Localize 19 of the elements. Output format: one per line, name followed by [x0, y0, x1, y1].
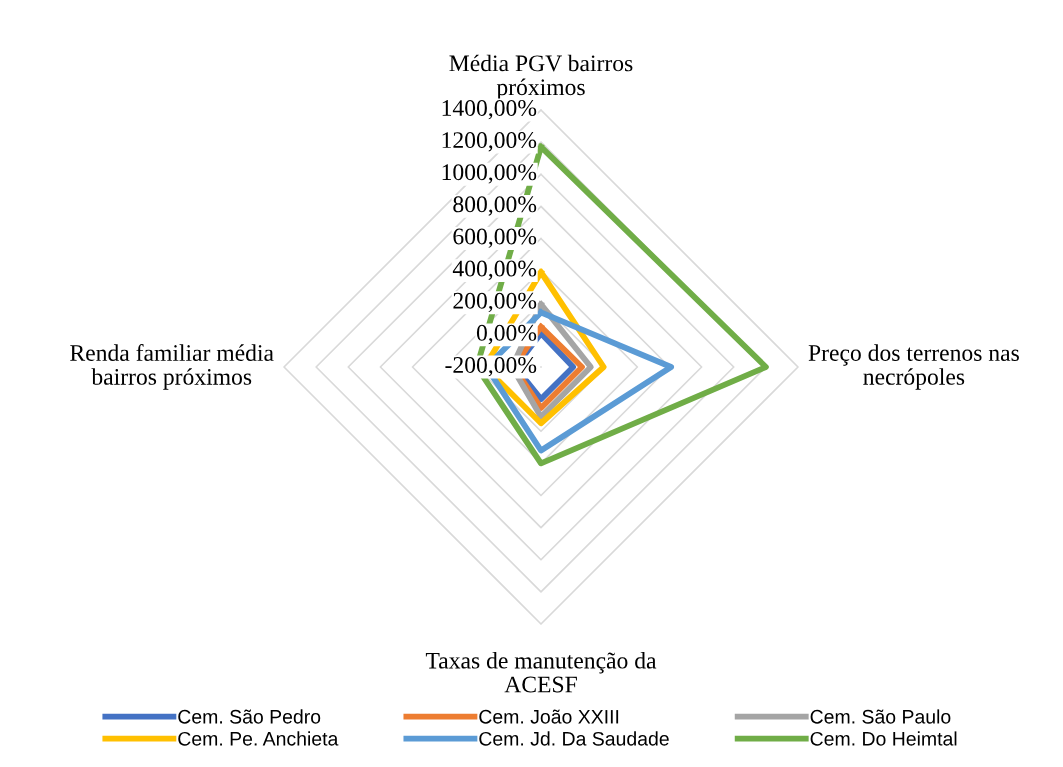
y-tick-label: 1200,00%: [442, 132, 537, 152]
legend-label: Cem. João XXIII: [479, 709, 619, 724]
y-tick-label: 600,00%: [453, 228, 537, 248]
spoke-label: Média PGV bairros próximos: [449, 54, 633, 100]
y-tick-label: 400,00%: [452, 260, 537, 280]
legend-label: Cem. São Paulo: [810, 709, 951, 724]
y-tick-label: 200,00%: [453, 292, 537, 313]
spoke-label: Taxas de manutenção da ACESF: [425, 652, 657, 693]
spoke-label: Preço dos terrenos nas necrópoles: [808, 344, 1019, 390]
legend-label: Cem. Do Heimtal: [810, 731, 957, 746]
legend-label: Cem. Jd. Da Saudade: [479, 731, 669, 746]
legend-label: Cem. São Pedro: [178, 709, 321, 724]
y-tick-label: 1400,00%: [442, 99, 537, 120]
y-tick-label: 1000,00%: [442, 164, 537, 184]
legend-label: Cem. Pe. Anchieta: [178, 731, 339, 746]
y-tick-label: -200,00%: [445, 356, 537, 377]
spoke-label: Renda familiar média bairros próximos: [70, 344, 274, 390]
y-tick-label: 800,00%: [453, 196, 537, 216]
y-tick-label: 0,00%: [476, 324, 537, 345]
